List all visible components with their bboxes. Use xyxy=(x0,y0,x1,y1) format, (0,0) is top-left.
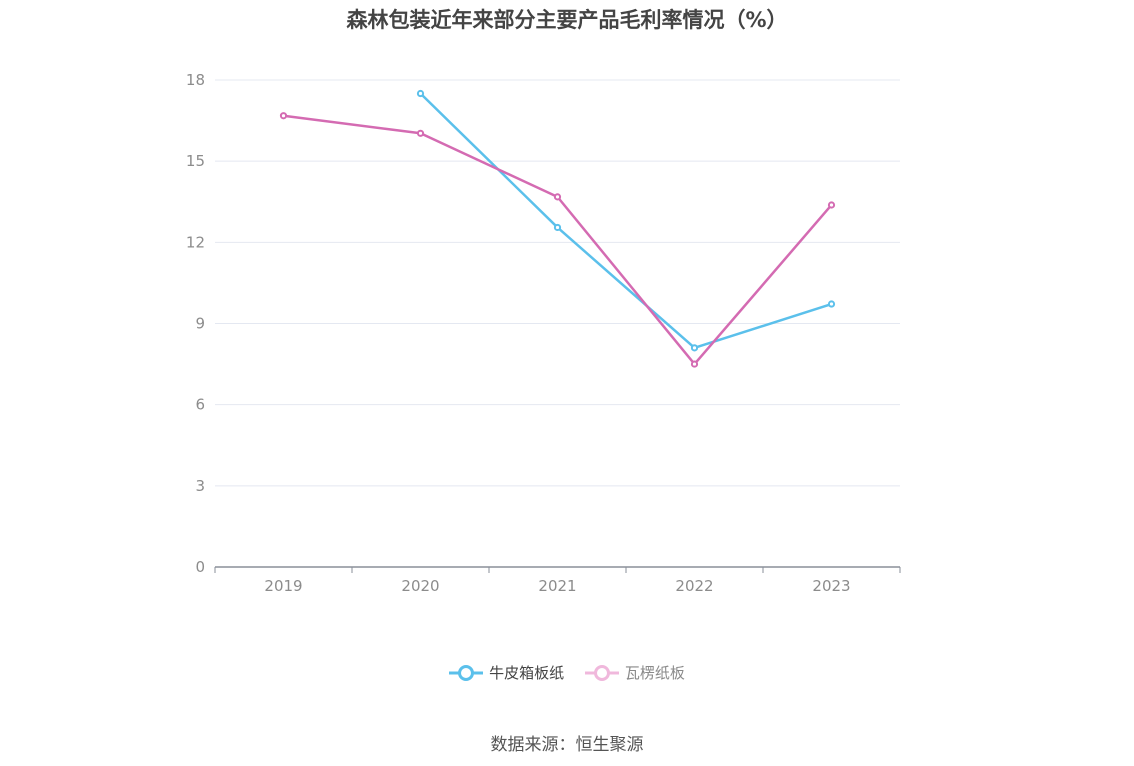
legend-label: 牛皮箱板纸 xyxy=(489,664,565,682)
y-tick-label: 0 xyxy=(195,558,205,576)
x-tick-label: 2022 xyxy=(675,577,713,595)
data-point xyxy=(827,300,836,308)
data-point xyxy=(690,344,699,352)
legend-marker-icon xyxy=(584,664,619,681)
data-point xyxy=(553,223,562,232)
legend-item-series-2[interactable]: 瓦楞纸板 xyxy=(584,662,685,683)
grid-lines xyxy=(215,79,900,487)
legend-label: 瓦楞纸板 xyxy=(624,664,685,682)
legend: 牛皮箱板纸 瓦楞纸板 xyxy=(0,662,1134,687)
data-point xyxy=(416,89,425,98)
data-point xyxy=(279,112,288,120)
y-tick-label: 18 xyxy=(186,71,205,89)
data-point xyxy=(827,201,836,209)
axes: 0 3 6 9 12 15 18 2019 2020 2021 2022 2023 xyxy=(186,71,901,595)
x-tick-label: 2020 xyxy=(401,577,439,595)
x-tick-label: 2019 xyxy=(264,577,302,595)
x-tick-label: 2023 xyxy=(812,577,850,595)
data-point xyxy=(416,129,425,137)
y-tick-label: 12 xyxy=(186,233,205,251)
chart-title: 森林包装近年来部分主要产品毛利率情况（%） xyxy=(346,8,788,32)
data-point xyxy=(690,360,699,368)
series-line-1 xyxy=(419,92,832,350)
source-note: 数据来源：恒生聚源 xyxy=(490,735,644,755)
x-tick-label: 2021 xyxy=(538,577,576,595)
legend-item-series-1[interactable]: 牛皮箱板纸 xyxy=(449,662,564,683)
data-point xyxy=(553,193,562,201)
data-points xyxy=(279,89,836,368)
legend-marker-icon xyxy=(449,664,484,681)
y-tick-label: 9 xyxy=(195,315,205,333)
series-line-2 xyxy=(283,114,833,366)
y-tick-label: 6 xyxy=(195,396,205,414)
y-tick-label: 15 xyxy=(186,152,205,170)
y-tick-label: 3 xyxy=(195,477,205,495)
